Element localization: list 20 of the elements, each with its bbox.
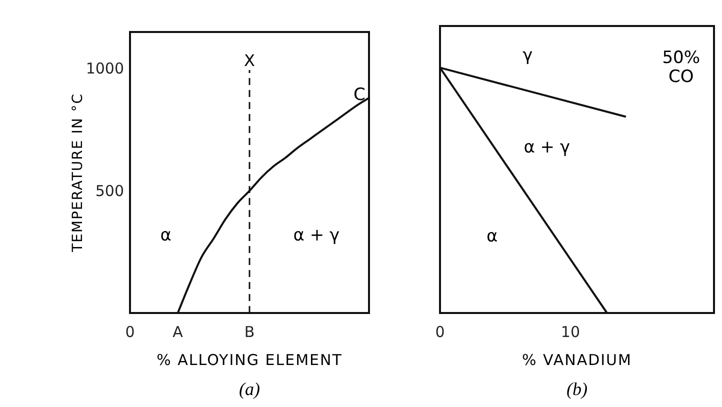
x-tick-label: A [172, 323, 184, 341]
y-tick-label: 500 [95, 182, 124, 200]
annotation: C [354, 84, 366, 105]
annotation: α + γ [524, 138, 570, 158]
x-tick-label: 0 [435, 323, 445, 341]
annotation: 50% CO [662, 48, 700, 88]
x-tick-label: 0 [125, 323, 135, 341]
annotation: α + γ [293, 225, 340, 246]
text: (b) [566, 379, 588, 399]
y-axis-title: TEMPERATURE IN °C [70, 92, 86, 254]
x-axis-title: % VANADIUM [522, 351, 632, 369]
annotation: α [486, 226, 498, 247]
annotation: α [160, 225, 172, 246]
y-tick-label: 1000 [86, 60, 124, 78]
text: γ [522, 46, 533, 66]
ref-line-label: X [244, 51, 256, 70]
x-tick-label: 10 [560, 323, 580, 341]
x-tick-label: B [244, 323, 255, 341]
x-axis-title: % ALLOYING ELEMENT [156, 351, 342, 369]
text: (a) [239, 379, 260, 399]
